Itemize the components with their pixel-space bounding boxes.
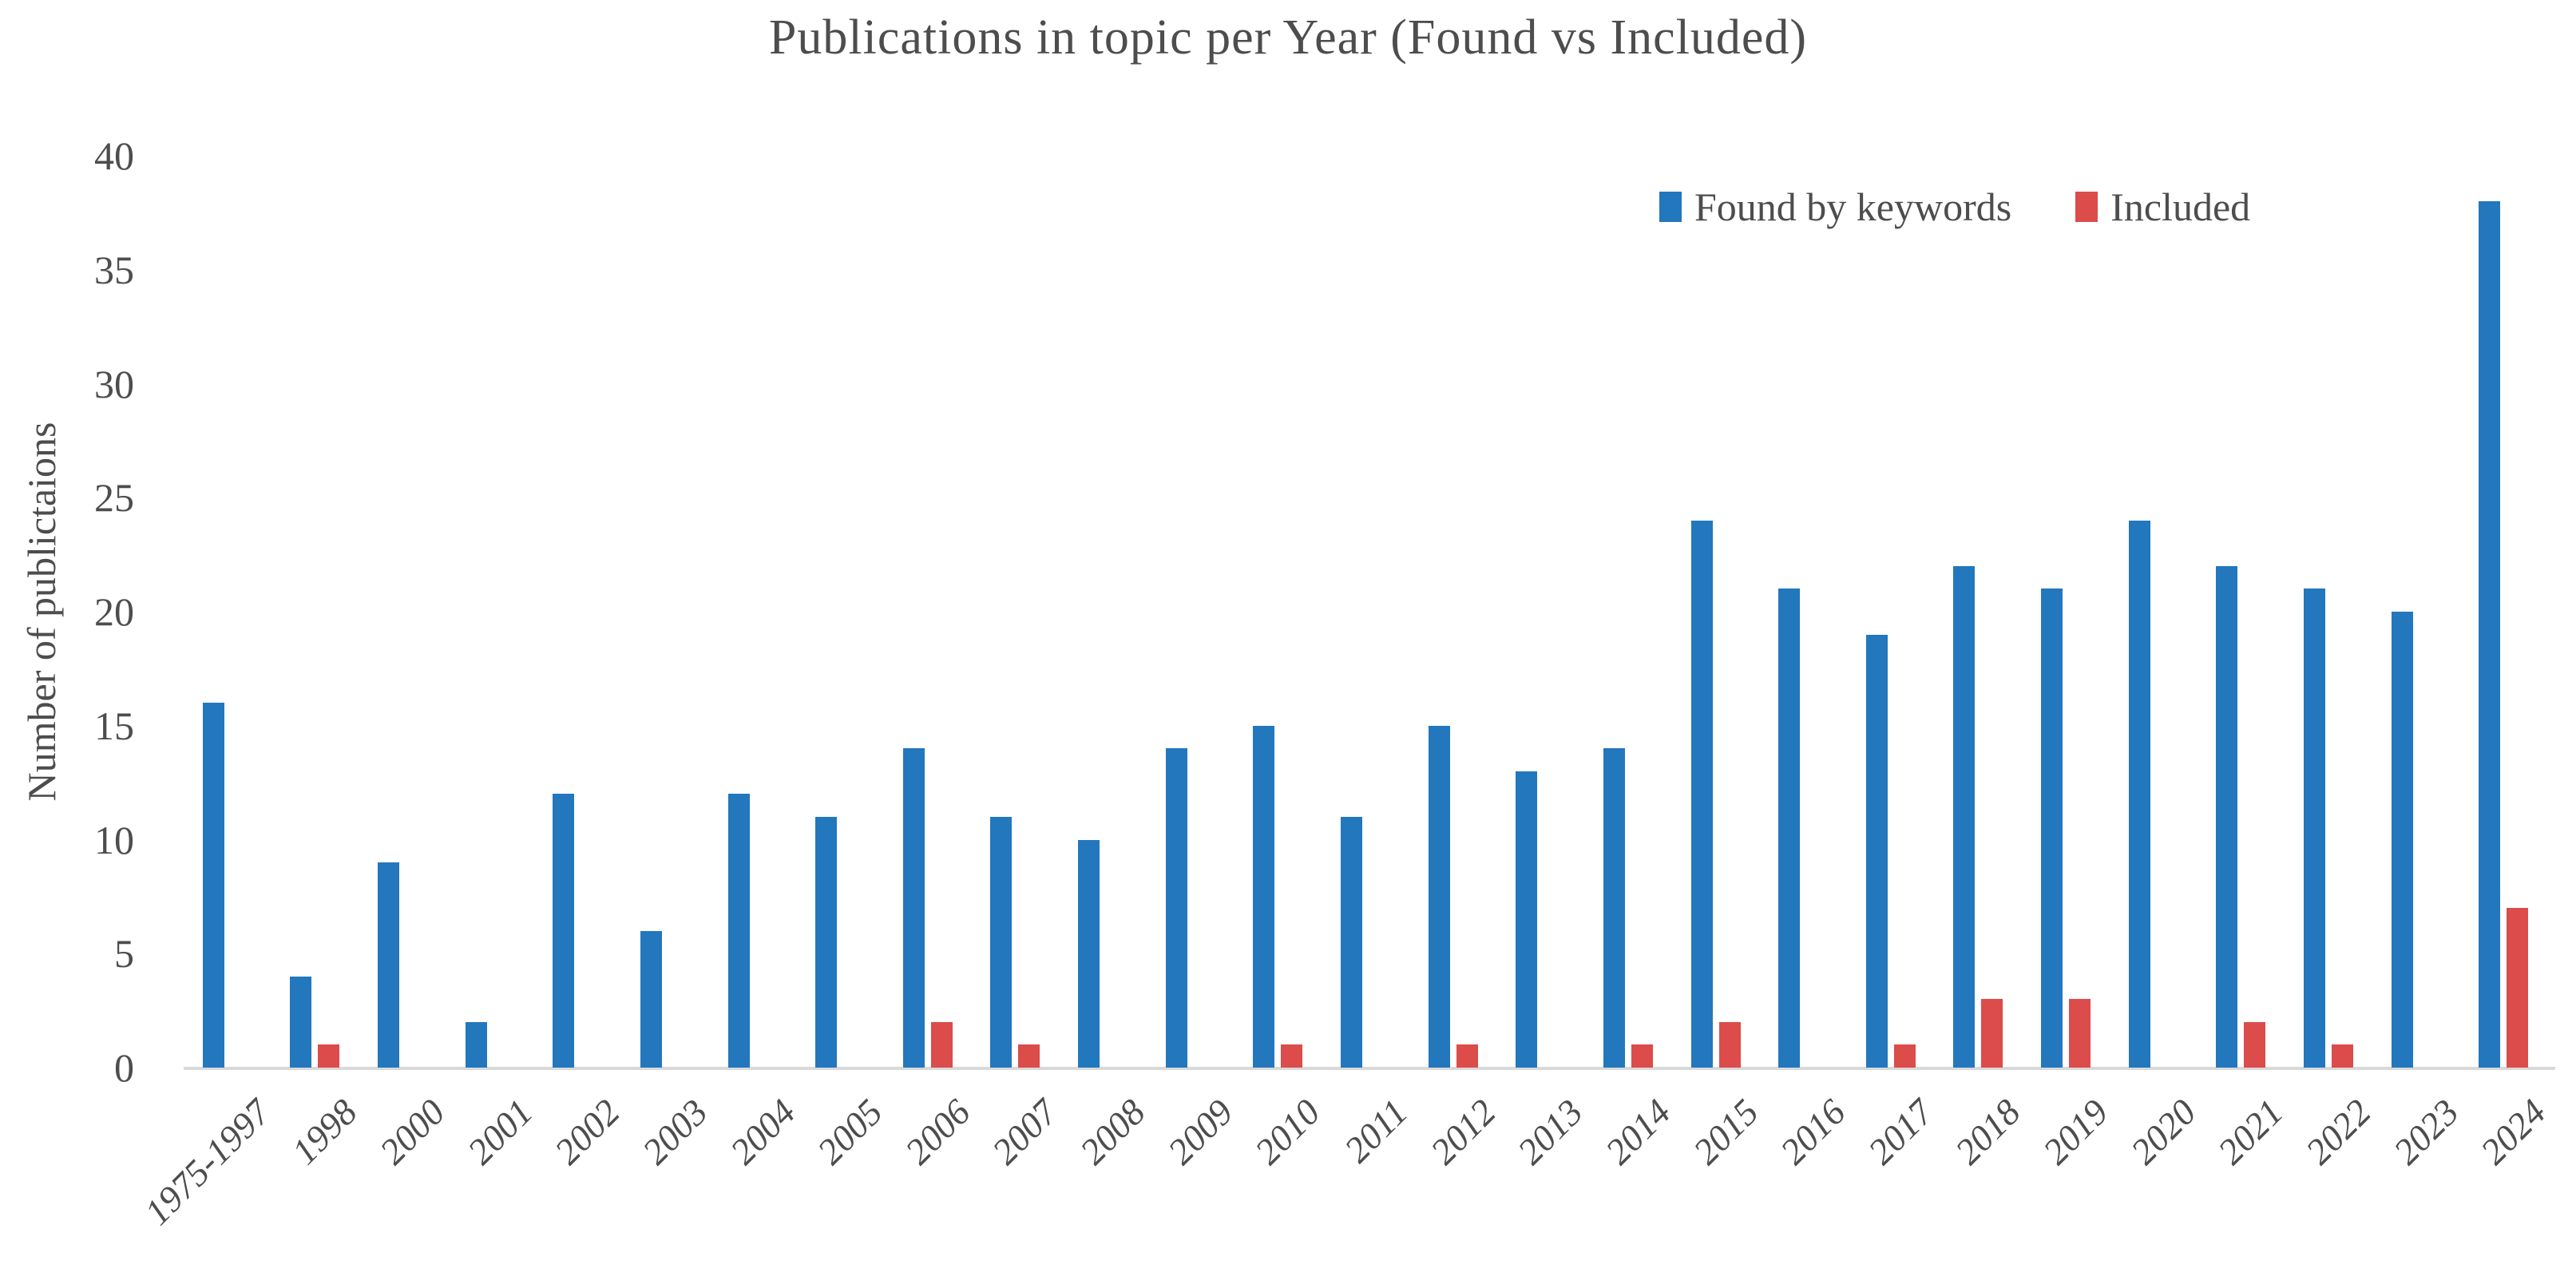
bar-found-2004 [727,794,750,1068]
bar-found-2014 [1603,748,1625,1068]
x-label-2015: 2015 [1685,1091,1766,1172]
x-label-2021: 2021 [2209,1091,2292,1172]
x-label-2003: 2003 [634,1091,715,1172]
legend: Found by keywords Included [1659,184,2250,230]
bar-included-2019 [2069,999,2091,1068]
legend-swatch-included [2075,192,2098,222]
bar-included-1998 [318,1044,340,1068]
x-label-2014: 2014 [1597,1091,1678,1172]
y-tick-0: 0 [114,1045,134,1090]
bar-found-2021 [2216,565,2238,1068]
y-tick-35: 35 [94,247,134,292]
bar-included-2014 [1631,1044,1653,1068]
bar-found-1998 [290,976,312,1068]
bar-found-2006 [902,748,925,1068]
legend-item-included: Included [2075,184,2250,230]
bar-found-2015 [1690,520,1713,1068]
bar-found-2009 [1165,748,1187,1068]
bar-found-2024 [2479,201,2501,1068]
x-label-1998: 1998 [284,1091,366,1172]
x-label-2009: 2009 [1159,1091,1241,1172]
bar-included-2018 [1981,999,2003,1068]
x-label-2002: 2002 [546,1091,628,1172]
bar-found-2010 [1253,725,1275,1068]
bar-included-2021 [2244,1021,2266,1068]
x-label-2023: 2023 [2385,1091,2467,1172]
bar-found-2022 [2303,588,2325,1068]
y-tick-15: 15 [94,703,134,748]
bar-included-2015 [1718,1021,1741,1068]
bar-found-2020 [2128,520,2150,1068]
bar-found-1975-1997 [202,703,224,1068]
y-tick-20: 20 [94,589,134,634]
y-tick-30: 30 [94,361,134,406]
bar-found-2013 [1516,771,1538,1068]
x-label-2024: 2024 [2472,1091,2554,1172]
bar-found-2016 [1778,588,1801,1068]
x-label-2018: 2018 [1948,1091,2029,1172]
x-label-2008: 2008 [1072,1091,1153,1172]
bar-included-2022 [2331,1044,2353,1068]
x-label-2020: 2020 [2122,1091,2204,1172]
x-label-2013: 2013 [1509,1091,1591,1172]
bar-found-2011 [1341,816,1362,1068]
bar-included-2012 [1456,1044,1478,1068]
x-label-1975-1997: 1975-1997 [136,1091,278,1233]
x-label-2006: 2006 [897,1091,978,1172]
legend-swatch-found-by-keywords [1659,192,1682,222]
bar-found-2023 [2391,612,2413,1068]
bar-found-2000 [378,862,400,1068]
bar-included-2010 [1281,1044,1303,1068]
bar-found-2007 [990,816,1013,1068]
bar-found-2012 [1428,725,1450,1068]
bar-found-2003 [640,930,662,1068]
legend-label-included: Included [2110,184,2251,229]
y-tick-10: 10 [94,817,134,862]
bar-included-2006 [930,1021,953,1068]
x-label-2011: 2011 [1337,1091,1416,1171]
x-label-2016: 2016 [1772,1091,1853,1172]
bar-found-2018 [1953,565,1976,1068]
x-label-2007: 2007 [985,1091,1066,1172]
x-label-2004: 2004 [722,1091,803,1172]
bar-included-2017 [1893,1044,1916,1068]
bar-found-2017 [1865,634,1888,1068]
bar-found-2008 [1078,839,1100,1068]
x-label-2001: 2001 [459,1091,541,1172]
x-label-2017: 2017 [1860,1091,1941,1172]
x-label-2000: 2000 [371,1091,453,1172]
bar-included-2007 [1018,1044,1040,1068]
bar-found-2001 [465,1021,487,1068]
y-tick-40: 40 [94,133,134,178]
bar-found-2002 [553,794,575,1068]
x-label-2010: 2010 [1247,1091,1329,1172]
y-tick-5: 5 [114,931,134,977]
y-tick-25: 25 [94,475,134,521]
legend-item-found-by-keywords: Found by keywords [1659,184,2011,230]
chart-title: Publications in topic per Year (Found vs… [768,10,1808,65]
bar-found-2005 [815,816,838,1068]
x-axis-line [184,1067,2555,1070]
bar-found-2019 [2041,588,2063,1068]
x-label-2022: 2022 [2297,1091,2379,1172]
x-label-2012: 2012 [1422,1091,1504,1172]
x-label-2019: 2019 [2035,1091,2116,1172]
x-label-2005: 2005 [809,1091,891,1172]
bar-included-2024 [2507,908,2529,1068]
legend-label-found-by-keywords: Found by keywords [1694,184,2012,229]
